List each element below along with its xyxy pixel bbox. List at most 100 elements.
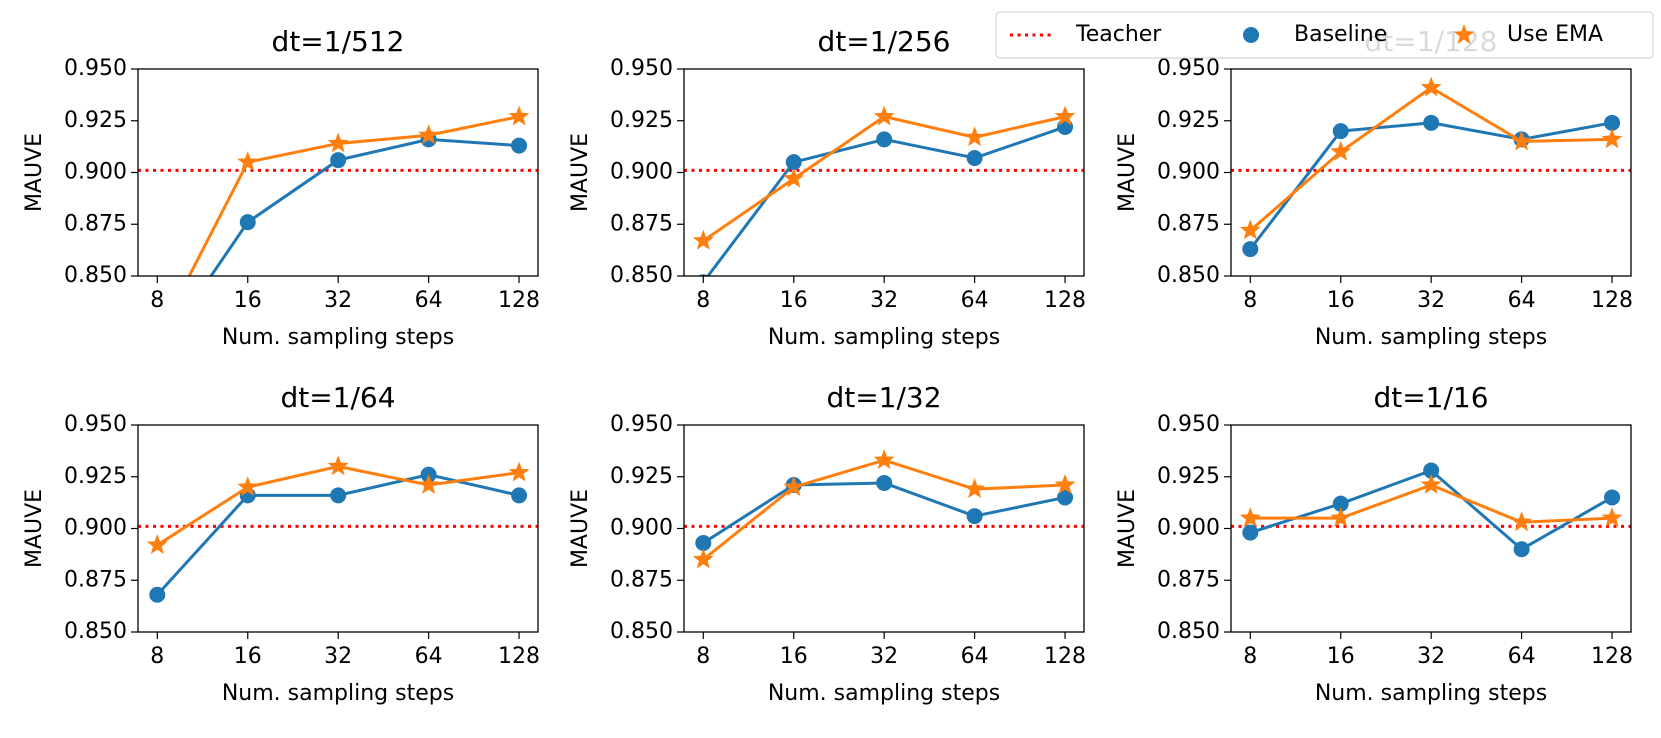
marker-circle [695, 534, 712, 551]
marker-circle [876, 131, 893, 148]
marker-star [783, 167, 805, 188]
x-tick-label: 8 [150, 288, 164, 313]
legend-label: Use EMA [1507, 22, 1603, 47]
marker-star [692, 229, 714, 250]
marker-star [964, 478, 986, 499]
y-tick-label: 0.875 [1157, 567, 1220, 592]
subplot-title: dt=1/256 [818, 25, 951, 58]
legend-swatch [1243, 27, 1259, 43]
y-tick-label: 0.875 [64, 211, 127, 236]
x-tick-label: 8 [696, 288, 710, 313]
marker-star [1239, 219, 1261, 240]
marker-circle [149, 586, 166, 603]
y-tick-label: 0.950 [610, 56, 673, 81]
marker-star [327, 132, 349, 153]
marker-circle [239, 214, 256, 231]
marker-circle [1513, 541, 1530, 558]
y-tick-label: 0.900 [64, 160, 127, 185]
marker-star [237, 476, 259, 496]
y-tick-label: 0.925 [64, 464, 127, 489]
series-line [702, 481, 1066, 545]
marker-circle [1242, 524, 1259, 541]
legend-label: Baseline [1294, 22, 1387, 47]
y-tick-label: 0.900 [610, 160, 673, 185]
series-line [1250, 483, 1613, 524]
x-axis-label: Num. sampling steps [1315, 681, 1547, 706]
axes-frame [1230, 424, 1632, 633]
marker-star [1420, 474, 1442, 494]
marker-circle [1242, 241, 1259, 258]
y-tick-label: 0.925 [610, 464, 673, 489]
marker-star [418, 474, 440, 494]
marker-circle [1604, 489, 1621, 506]
x-tick-label: 32 [870, 644, 898, 669]
marker-star [146, 534, 168, 554]
x-tick-label: 128 [1044, 288, 1086, 313]
marker-circle [876, 474, 893, 491]
y-tick-label: 0.875 [1157, 211, 1220, 236]
y-tick-label: 0.925 [1157, 464, 1220, 489]
marker-star [1420, 76, 1442, 97]
x-tick-label: 16 [234, 288, 262, 313]
marker-circle [966, 508, 983, 525]
y-axis-label: MAUVE [568, 133, 593, 212]
marker-star [873, 105, 895, 126]
plot-area [684, 449, 1084, 569]
y-tick-label: 0.850 [1157, 619, 1220, 644]
y-axis-label: MAUVE [568, 489, 593, 568]
x-tick-label: 16 [234, 644, 262, 669]
marker-star [1601, 507, 1623, 528]
marker-star [508, 105, 530, 126]
x-axis-label: Num. sampling steps [1315, 325, 1547, 350]
marker-circle [511, 137, 528, 154]
marker-circle [1423, 462, 1440, 479]
marker-star [1330, 507, 1352, 528]
x-tick-label: 128 [498, 288, 540, 313]
x-tick-label: 64 [1508, 288, 1536, 313]
marker-star [1601, 128, 1623, 149]
axes-frame [137, 424, 539, 633]
x-tick-label: 8 [150, 644, 164, 669]
legend: Teacher Baseline Use EMA [995, 11, 1654, 59]
x-tick-label: 64 [415, 288, 443, 313]
subplot: dt=1/64 Num. sampling steps MAUVE 0.850 0.87… [22, 381, 540, 706]
marker-star [147, 327, 168, 347]
marker-star [1511, 130, 1533, 151]
marker-circle [966, 150, 983, 167]
x-tick-label: 128 [1591, 644, 1633, 669]
axes-frame [683, 424, 1085, 633]
y-tick-label: 0.900 [64, 516, 127, 541]
x-tick-label: 8 [696, 644, 710, 669]
y-axis-label: MAUVE [1115, 133, 1140, 212]
x-tick-label: 128 [1591, 288, 1633, 313]
series-line [1249, 85, 1613, 232]
marker-circle [1604, 114, 1621, 131]
y-tick-label: 0.950 [64, 412, 127, 437]
x-tick-label: 128 [498, 644, 540, 669]
y-tick-label: 0.850 [610, 263, 673, 288]
x-tick-label: 16 [780, 288, 808, 313]
x-tick-label: 32 [324, 288, 352, 313]
x-axis-label: Num. sampling steps [768, 325, 1000, 350]
x-axis-label: Num. sampling steps [222, 681, 454, 706]
axes-frame [683, 68, 1085, 277]
marker-circle [1332, 495, 1349, 512]
marker-star [1054, 105, 1076, 126]
subplot: dt=1/16 Num. sampling steps MAUVE 0.850 0.87… [1115, 381, 1633, 706]
y-tick-label: 0.925 [64, 108, 127, 133]
legend-label: Teacher [1075, 22, 1162, 47]
subplot-title: dt=1/512 [272, 25, 405, 58]
marker-star [873, 449, 895, 470]
y-tick-label: 0.925 [1157, 108, 1220, 133]
y-tick-label: 0.950 [64, 56, 127, 81]
x-tick-label: 16 [780, 644, 808, 669]
y-tick-label: 0.900 [1157, 516, 1220, 541]
marker-star [1239, 507, 1261, 528]
marker-star [1511, 511, 1533, 532]
y-tick-label: 0.875 [610, 211, 673, 236]
marker-star [1330, 140, 1352, 161]
x-tick-label: 8 [1243, 644, 1257, 669]
x-tick-label: 16 [1327, 288, 1355, 313]
legend-swatch [1453, 24, 1475, 44]
